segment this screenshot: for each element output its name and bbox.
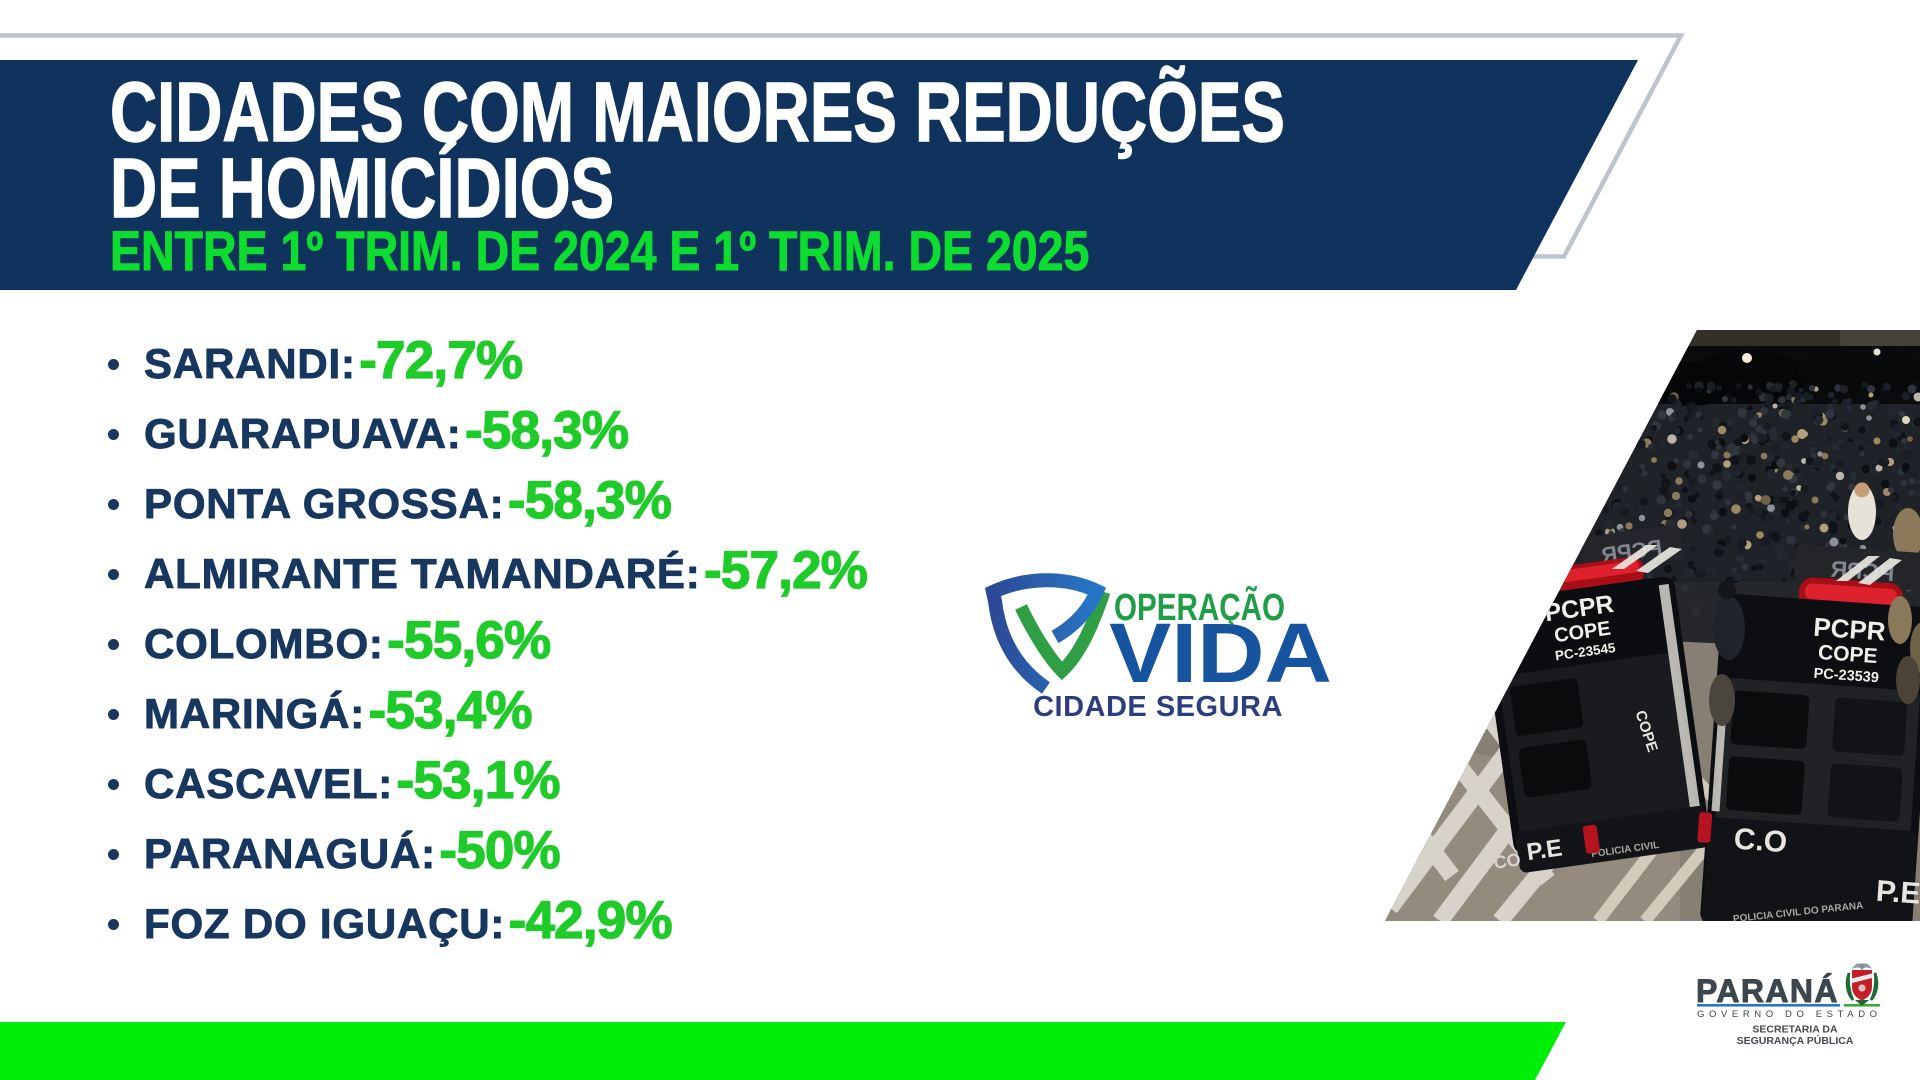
svg-text:CO: CO bbox=[1492, 849, 1522, 873]
svg-text:P.E: P.E bbox=[1875, 875, 1920, 911]
svg-text:SECRETARIA DA: SECRETARIA DA bbox=[1752, 1024, 1838, 1036]
svg-text:COPE: COPE bbox=[1817, 641, 1878, 668]
svg-text:PCPR: PCPR bbox=[1812, 612, 1886, 647]
svg-text:PC-23539: PC-23539 bbox=[1813, 666, 1879, 687]
svg-text:VIDA: VIDA bbox=[1109, 606, 1332, 700]
svg-text:SEGURANÇA PÚBLICA: SEGURANÇA PÚBLICA bbox=[1737, 1034, 1854, 1047]
svg-text:P.E: P.E bbox=[1525, 834, 1564, 866]
svg-text:PARANÁ: PARANÁ bbox=[1696, 973, 1839, 1009]
svg-text:C.O: C.O bbox=[1733, 823, 1789, 860]
svg-text:CIDADE SEGURA: CIDADE SEGURA bbox=[1033, 691, 1283, 723]
svg-text:OPERAÇÃO: OPERAÇÃO bbox=[1114, 587, 1285, 629]
svg-text:GOVERNO DO ESTADO: GOVERNO DO ESTADO bbox=[1697, 1009, 1882, 1020]
